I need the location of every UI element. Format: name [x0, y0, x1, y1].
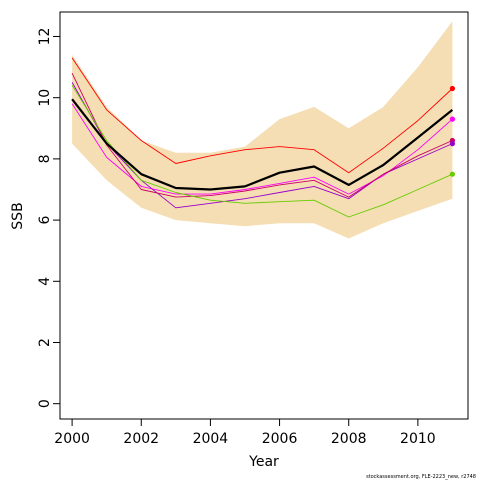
y-tick-label: 10	[37, 89, 53, 107]
plot-frame	[59, 11, 469, 420]
series-line-6	[71, 85, 453, 218]
y-tick-label: 0	[37, 399, 53, 408]
x-tick-label: 2002	[123, 431, 159, 447]
credit-text: stockassessment.org, FLE-2223_new, r2748	[366, 474, 476, 480]
y-tick-label: 6	[37, 216, 53, 225]
x-tick-label: 2010	[400, 431, 436, 447]
y-axis: 0 2 4 6 8 10 12	[37, 28, 60, 408]
x-tick-label: 2004	[193, 431, 229, 447]
endpoint-marker-4	[449, 141, 455, 147]
endpoint-marker-2	[449, 116, 455, 122]
y-tick-label: 2	[37, 338, 53, 347]
y-tick-label: 12	[37, 28, 53, 46]
x-axis-title: Year	[248, 454, 279, 470]
y-tick-label: 4	[37, 277, 53, 286]
series-line-5	[71, 73, 453, 198]
endpoint-marker-5	[449, 171, 455, 177]
x-axis: 2000 2002 2004 2006 2008 2010	[54, 419, 436, 447]
series-lines-layer	[71, 57, 454, 218]
y-tick-label: 8	[37, 154, 53, 163]
series-line-1	[71, 98, 454, 191]
x-tick-label: 2008	[331, 431, 367, 447]
endpoint-markers-layer	[449, 85, 455, 177]
x-tick-label: 2000	[54, 431, 90, 447]
x-tick-label: 2006	[262, 431, 298, 447]
endpoint-marker-1	[449, 85, 455, 92]
y-axis-title: SSB	[10, 202, 26, 229]
series-line-2	[71, 57, 453, 174]
